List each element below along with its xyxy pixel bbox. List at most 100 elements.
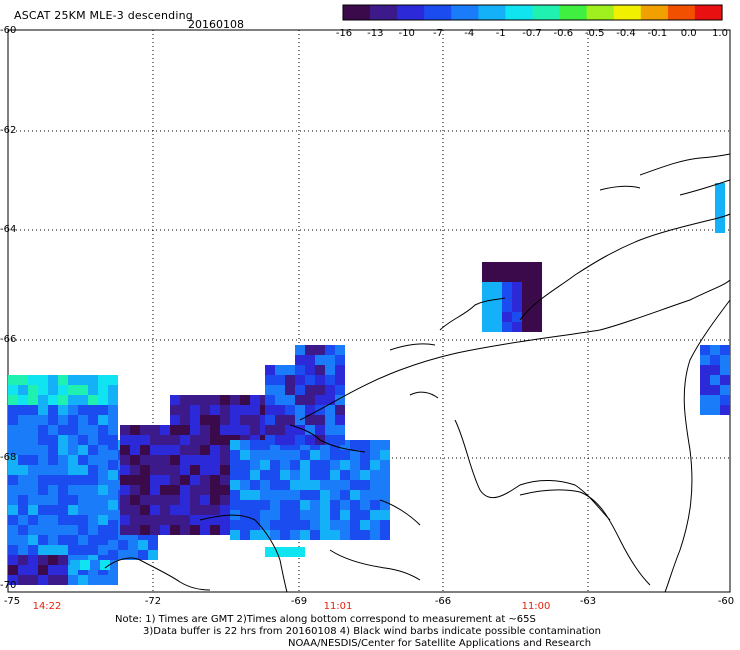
swath-cell <box>98 485 108 495</box>
swath-cell <box>108 480 118 490</box>
swath-cell <box>138 540 148 550</box>
swath-cell <box>88 495 98 505</box>
colorbar-label: -16 <box>335 28 353 39</box>
swath-cell <box>48 485 58 495</box>
swath-cell <box>270 500 280 510</box>
swath-cell <box>38 535 48 545</box>
swath-cell <box>130 515 140 525</box>
swath-cell <box>210 395 220 405</box>
swath-cell <box>300 460 310 470</box>
swath-cell <box>160 515 170 525</box>
swath-cell <box>280 490 290 500</box>
swath-cell <box>210 445 220 455</box>
swath-cell <box>28 485 38 495</box>
swath-cell <box>340 470 350 480</box>
swath-cell <box>68 385 78 395</box>
swath-cell <box>150 465 160 475</box>
swath-cell <box>88 525 98 535</box>
swath-cell <box>492 292 502 302</box>
swath-cell <box>160 445 170 455</box>
swath-cell <box>68 395 78 405</box>
plot-frame <box>7 29 731 593</box>
swath-cell <box>250 425 260 435</box>
swath-cell <box>250 530 260 540</box>
swath-cell <box>230 395 240 405</box>
swath-cell <box>340 520 350 530</box>
swath-cell <box>295 435 305 445</box>
time-label-1: 14:22 <box>32 601 62 612</box>
swath-cell <box>260 530 270 540</box>
swath-cell <box>160 505 170 515</box>
swath-cell <box>78 475 88 485</box>
swath-cell <box>150 495 160 505</box>
swath-cell <box>230 450 240 460</box>
swath-cell <box>325 435 335 445</box>
swath-cell <box>710 355 720 365</box>
swath-cell <box>108 520 118 530</box>
swath-cell <box>522 322 532 332</box>
swath-cell <box>48 565 58 575</box>
swath-cell <box>305 385 315 395</box>
swath-cell <box>512 302 522 312</box>
swath-cell <box>260 470 270 480</box>
swath-cell <box>68 535 78 545</box>
swath-cell <box>360 480 370 490</box>
swath-cell <box>130 475 140 485</box>
swath-cell <box>18 455 28 465</box>
swath-cell <box>310 520 320 530</box>
swath-cell <box>260 500 270 510</box>
swath-cell <box>210 475 220 485</box>
swath-cell <box>18 525 28 535</box>
swath-cell <box>80 560 90 570</box>
swath-cell <box>48 455 58 465</box>
swath-cell <box>200 525 210 535</box>
colorbar-swatch <box>451 5 479 20</box>
swath-cell <box>240 510 250 520</box>
swath-cell <box>150 425 160 435</box>
swath-cell <box>370 470 380 480</box>
swath-cell <box>8 495 18 505</box>
swath-cell <box>160 425 170 435</box>
swath-cell <box>310 470 320 480</box>
swath-cell <box>8 485 18 495</box>
swath-cell <box>320 450 330 460</box>
swath-cell <box>290 480 300 490</box>
swath-cell <box>48 495 58 505</box>
swath-cell <box>200 405 210 415</box>
colorbar-swatch <box>424 5 452 20</box>
swath-cell <box>108 395 118 405</box>
swath-cell <box>295 547 305 557</box>
swath-cell <box>230 470 240 480</box>
swath-cell <box>8 545 18 555</box>
swath-cell <box>370 530 380 540</box>
swath-cell <box>58 395 68 405</box>
swath-cell <box>275 375 285 385</box>
swath-cell <box>360 500 370 510</box>
swath-cell <box>305 345 315 355</box>
swath-cell <box>280 470 290 480</box>
swath-cell <box>715 223 725 233</box>
lat-label-70: -70 <box>0 580 17 591</box>
swath-cell <box>200 485 210 495</box>
swath-cell <box>360 530 370 540</box>
swath-cell <box>330 490 340 500</box>
swath-cell <box>170 435 180 445</box>
swath-cell <box>170 395 180 405</box>
swath-cell <box>330 530 340 540</box>
swath-cell <box>98 525 108 535</box>
swath-cell <box>270 530 280 540</box>
swath-cell <box>200 495 210 505</box>
swath-cell <box>330 510 340 520</box>
colorbar-swatch <box>532 5 561 20</box>
swath-cell <box>320 510 330 520</box>
swath-cell <box>710 375 720 385</box>
swath-cell <box>220 415 230 425</box>
swath-cell <box>190 465 200 475</box>
swath-cell <box>180 405 190 415</box>
swath-cell <box>270 510 280 520</box>
swath-cell <box>78 485 88 495</box>
swath-cell <box>98 385 108 395</box>
swath-cell <box>180 505 190 515</box>
swath-cell <box>108 440 118 450</box>
swath-cell <box>180 395 190 405</box>
